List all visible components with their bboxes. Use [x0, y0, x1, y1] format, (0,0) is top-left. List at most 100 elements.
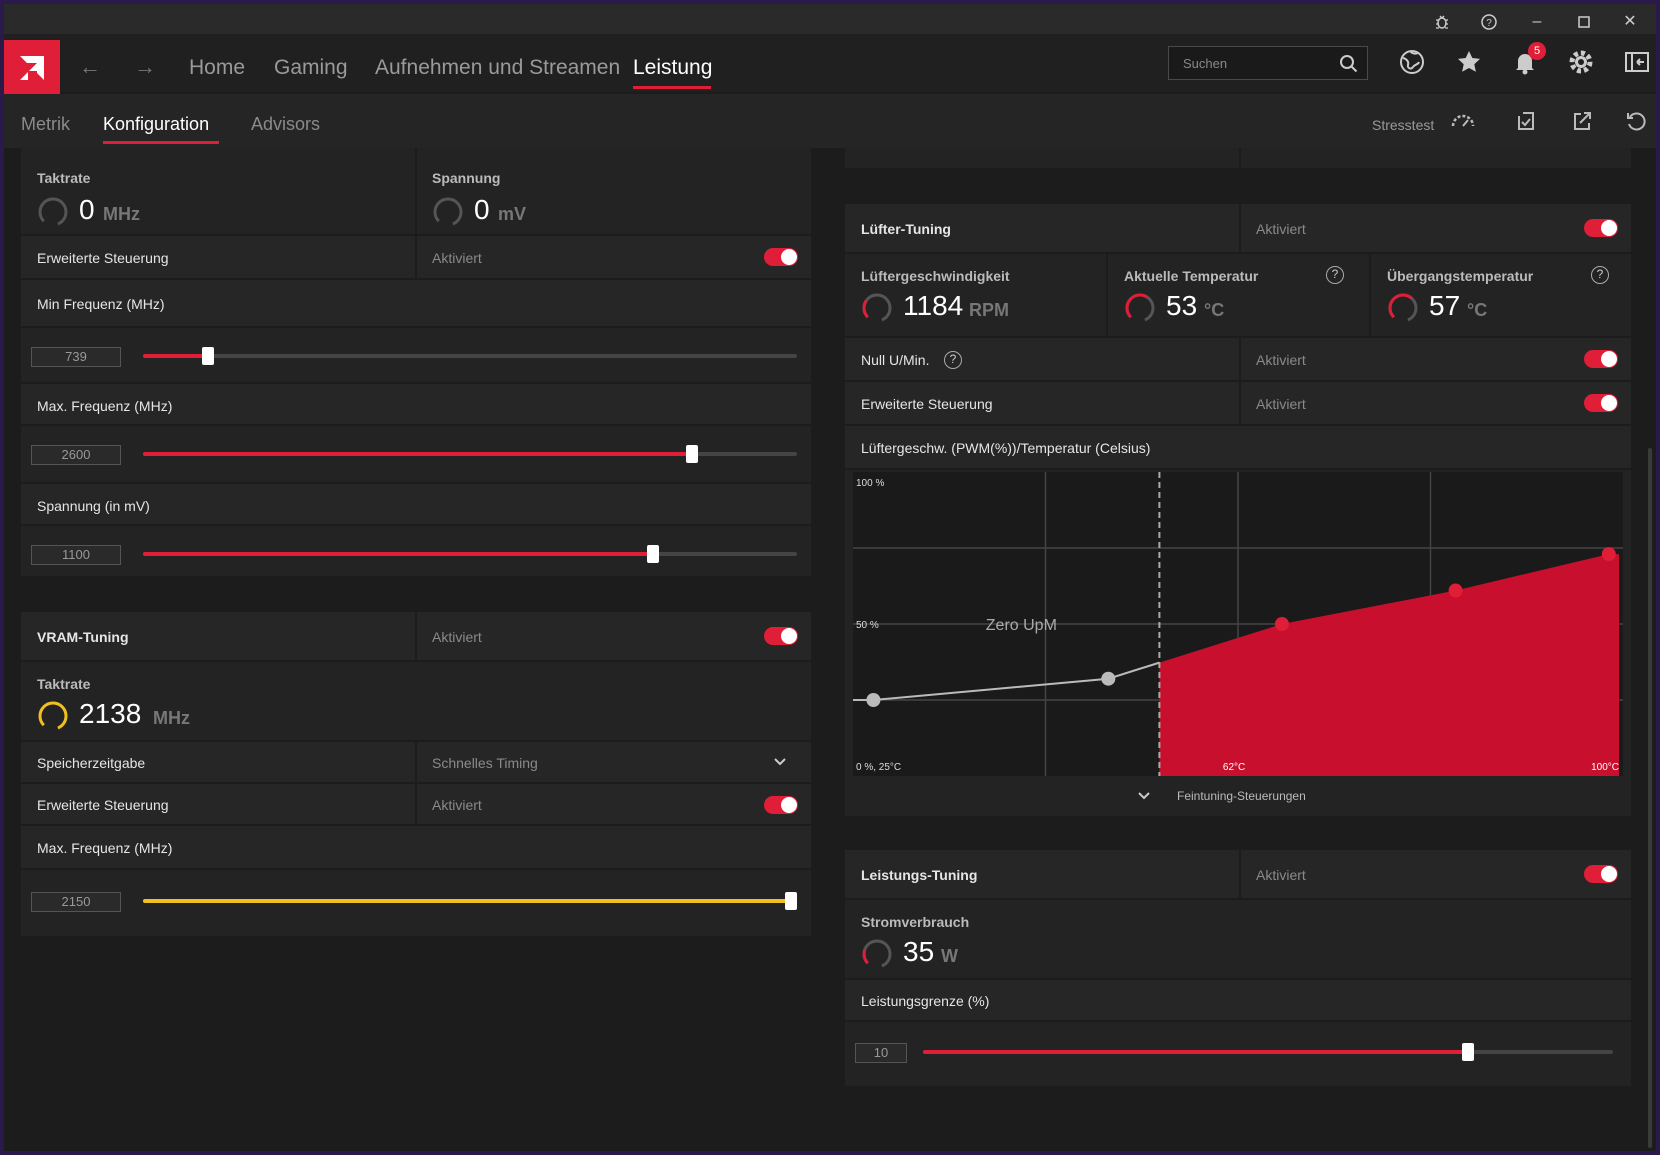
fan-state: Aktiviert — [1256, 221, 1306, 237]
vram-max-freq-slider[interactable] — [143, 892, 797, 910]
voltage-slider-thumb[interactable] — [647, 545, 660, 563]
vram-max-freq-slider-fill — [143, 899, 797, 903]
voltage-label-row: Spannung (in mV) — [21, 484, 811, 526]
column-divider — [415, 612, 417, 662]
power-gauge-icon — [862, 939, 892, 969]
fan-header-row: Lüfter-Tuning Aktiviert — [845, 204, 1631, 254]
voltage-input[interactable]: 1100 — [31, 545, 121, 565]
zero-rpm-row: Null U/Min. ? Aktiviert — [845, 338, 1631, 382]
max-freq-label-row: Max. Frequenz (MHz) — [21, 384, 811, 426]
fan-toggle[interactable] — [1584, 219, 1618, 237]
junction-temp-value: 57 — [1429, 290, 1461, 321]
current-temp-value: 53 — [1166, 290, 1198, 321]
minimize-icon[interactable]: – — [1532, 13, 1542, 30]
power-limit-slider[interactable] — [923, 1043, 1613, 1061]
help-icon[interactable]: ? — [1476, 10, 1502, 34]
tab-advisors[interactable]: Advisors — [251, 114, 321, 134]
forward-arrow-icon[interactable]: → — [134, 54, 156, 79]
column-divider — [1239, 382, 1241, 426]
vram-max-freq-slider-thumb[interactable] — [785, 892, 797, 910]
voltage-slider[interactable] — [143, 545, 797, 563]
fan-advanced-control-row: Erweiterte Steuerung Aktiviert — [845, 382, 1631, 426]
vram-clock-gauge-icon — [38, 701, 68, 731]
curve-point-3[interactable] — [1274, 617, 1289, 631]
maximize-icon[interactable] — [1571, 10, 1597, 34]
power-title: Leistungs-Tuning — [861, 867, 978, 883]
min-freq-slider-fill — [143, 354, 209, 358]
amd-logo[interactable] — [4, 40, 60, 96]
current-temp-help-icon[interactable]: ? — [1326, 266, 1344, 284]
fan-curve-chart[interactable]: 100 % 50 % 0 %, 25°C 62°C 100°C Zero UpM — [853, 472, 1623, 776]
column-divider — [415, 742, 417, 784]
voltage-unit: mV — [498, 204, 527, 224]
close-icon[interactable]: ✕ — [1623, 13, 1637, 30]
fan-advanced-toggle[interactable] — [1584, 394, 1618, 412]
fine-tune-label[interactable]: Feintuning-Steuerungen — [1177, 789, 1306, 803]
svg-text:?: ? — [1486, 18, 1492, 29]
clock-unit: MHz — [103, 204, 140, 224]
memory-timing-select[interactable]: Schnelles Timing — [432, 755, 538, 771]
vram-advanced-toggle[interactable] — [764, 796, 798, 814]
vram-max-freq-slider-row: 2150 — [21, 870, 811, 936]
bug-report-icon[interactable] — [1429, 10, 1455, 34]
sub-navigation: Metrik Konfiguration Advisors Stresstest — [4, 94, 1656, 148]
power-header-row: Leistungs-Tuning Aktiviert — [845, 850, 1631, 900]
globe-icon[interactable] — [1398, 48, 1428, 78]
nav-home[interactable]: Home — [189, 56, 246, 79]
vram-header-row: VRAM-Tuning Aktiviert — [21, 612, 811, 662]
chevron-down-icon[interactable] — [773, 757, 787, 767]
advanced-control-toggle[interactable] — [764, 248, 798, 266]
fan-speed-stat: Lüftergeschwindigkeit 1184 RPM — [845, 254, 1106, 334]
fan-speed-gauge-icon — [862, 293, 892, 323]
max-freq-slider-thumb[interactable] — [686, 445, 699, 463]
search-icon[interactable] — [1339, 54, 1359, 74]
power-limit-slider-thumb[interactable] — [1462, 1043, 1475, 1061]
tab-metrics[interactable]: Metrik — [21, 114, 70, 134]
chevron-down-icon[interactable] — [1137, 791, 1151, 801]
column-divider — [1239, 850, 1241, 900]
search-placeholder: Suchen — [1183, 56, 1228, 71]
power-limit-slider-row: 10 — [845, 1022, 1631, 1086]
nav-performance[interactable]: Leistung — [633, 56, 713, 79]
search-box[interactable]: Suchen — [1168, 46, 1368, 80]
min-freq-slider[interactable] — [143, 347, 797, 365]
zero-rpm-toggle[interactable] — [1584, 350, 1618, 368]
min-freq-input[interactable]: 739 — [31, 347, 121, 367]
max-freq-label: Max. Frequenz (MHz) — [37, 398, 173, 414]
curve-point-2[interactable] — [1101, 671, 1116, 686]
apply-changes-icon[interactable] — [1515, 110, 1537, 137]
notifications-bell-icon[interactable]: 5 — [1511, 42, 1546, 78]
power-consumption-value: 35 — [903, 936, 935, 967]
export-profile-icon[interactable] — [1571, 110, 1593, 137]
back-arrow-icon[interactable]: ← — [79, 54, 101, 79]
star-icon[interactable] — [1455, 48, 1485, 78]
content-area: Taktrate 0 MHz Spannung 0 mV Erweiterte … — [4, 148, 1656, 1151]
tab-configuration[interactable]: Konfiguration — [103, 114, 210, 134]
column-divider — [415, 148, 417, 236]
clock-value: 0 — [79, 194, 95, 225]
vram-max-freq-input[interactable]: 2150 — [31, 892, 121, 912]
reset-icon[interactable] — [1625, 110, 1647, 137]
max-freq-slider[interactable] — [143, 445, 797, 463]
settings-gear-icon[interactable] — [1567, 48, 1597, 78]
fine-tune-toggle-row[interactable]: Feintuning-Steuerungen — [845, 776, 1631, 816]
nav-gaming[interactable]: Gaming — [274, 56, 348, 79]
curve-point-1[interactable] — [866, 693, 881, 707]
fan-stats-row: Lüftergeschwindigkeit 1184 RPM Aktuelle … — [845, 254, 1631, 338]
junction-temp-help-icon[interactable]: ? — [1591, 266, 1609, 284]
nav-record-stream[interactable]: Aufnehmen und Streamen — [375, 56, 621, 79]
power-limit-input[interactable]: 10 — [855, 1043, 907, 1063]
max-freq-input[interactable]: 2600 — [31, 445, 121, 465]
zero-rpm-help-icon[interactable]: ? — [944, 351, 962, 369]
app-window: ? – ✕ ← → Home Gaming Aufnehmen und Stre… — [4, 4, 1656, 1151]
curve-point-5[interactable] — [1601, 547, 1616, 562]
stresstest-gauge-icon[interactable] — [1450, 110, 1476, 135]
min-freq-slider-row: 739 — [21, 328, 811, 384]
curve-point-4[interactable] — [1448, 583, 1463, 598]
sidebar-toggle-icon[interactable] — [1623, 48, 1653, 78]
power-toggle[interactable] — [1584, 865, 1618, 883]
min-freq-slider-thumb[interactable] — [202, 347, 215, 365]
scrollbar[interactable] — [1648, 448, 1652, 1148]
vram-toggle[interactable] — [764, 627, 798, 645]
x-axis-mid-label: 62°C — [1223, 762, 1245, 773]
